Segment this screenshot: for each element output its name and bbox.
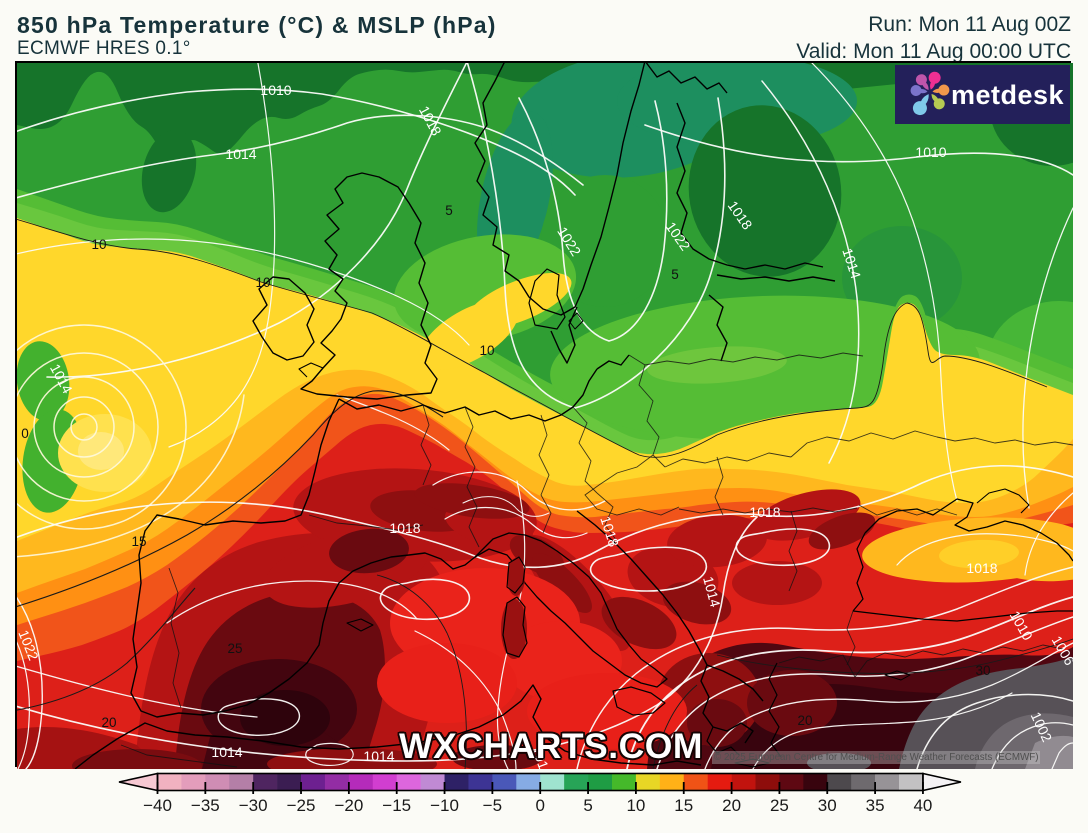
svg-text:−40: −40	[143, 796, 172, 815]
svg-text:25: 25	[227, 641, 242, 656]
svg-text:30: 30	[975, 663, 990, 678]
svg-text:0: 0	[535, 796, 544, 815]
svg-text:15: 15	[131, 534, 146, 549]
svg-text:−5: −5	[483, 796, 502, 815]
svg-text:1010: 1010	[260, 82, 291, 98]
svg-text:1014: 1014	[700, 575, 724, 609]
svg-text:5: 5	[671, 267, 679, 282]
svg-text:10: 10	[91, 237, 106, 252]
svg-text:20: 20	[101, 715, 116, 730]
svg-text:35: 35	[866, 796, 885, 815]
svg-text:−30: −30	[239, 796, 268, 815]
svg-text:1014: 1014	[363, 748, 394, 764]
svg-text:−35: −35	[191, 796, 220, 815]
svg-text:1018: 1018	[966, 560, 997, 576]
svg-text:1014: 1014	[211, 744, 242, 760]
svg-text:−20: −20	[334, 796, 363, 815]
svg-text:40: 40	[913, 796, 932, 815]
svg-text:1018: 1018	[749, 504, 780, 520]
svg-text:1018: 1018	[389, 520, 420, 536]
svg-text:1014: 1014	[225, 146, 256, 162]
svg-text:−25: −25	[287, 796, 316, 815]
svg-text:25: 25	[770, 796, 789, 815]
svg-text:20: 20	[797, 713, 812, 728]
svg-text:5: 5	[445, 203, 453, 218]
svg-text:15: 15	[674, 796, 693, 815]
svg-text:10: 10	[479, 343, 494, 358]
svg-text:−15: −15	[382, 796, 411, 815]
svg-text:20: 20	[722, 796, 741, 815]
svg-text:5: 5	[583, 796, 592, 815]
svg-text:1010: 1010	[915, 144, 946, 160]
svg-text:−10: −10	[430, 796, 459, 815]
svg-text:30: 30	[818, 796, 837, 815]
svg-text:10: 10	[626, 796, 645, 815]
svg-text:0: 0	[21, 426, 29, 441]
svg-text:10: 10	[255, 275, 270, 290]
